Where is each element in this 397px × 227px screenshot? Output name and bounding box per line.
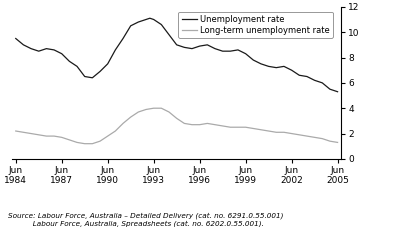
Line: Long-term unemployment rate: Long-term unemployment rate xyxy=(16,108,337,144)
Long-term unemployment rate xyxy=(281,131,286,134)
Unemployment rate xyxy=(59,52,64,55)
Unemployment rate xyxy=(182,46,187,49)
Unemployment rate xyxy=(82,75,87,78)
Unemployment rate xyxy=(147,17,152,20)
Unemployment rate xyxy=(136,21,141,23)
Unemployment rate xyxy=(98,70,102,73)
Line: Unemployment rate: Unemployment rate xyxy=(16,18,337,92)
Long-term unemployment rate xyxy=(312,136,317,139)
Unemployment rate xyxy=(121,37,125,40)
Unemployment rate xyxy=(105,62,110,65)
Unemployment rate xyxy=(320,81,325,84)
Unemployment rate xyxy=(289,69,294,72)
Unemployment rate xyxy=(312,79,317,82)
Long-term unemployment rate xyxy=(190,123,195,126)
Unemployment rate xyxy=(144,18,148,21)
Unemployment rate xyxy=(75,65,79,68)
Long-term unemployment rate xyxy=(105,135,110,137)
Unemployment rate xyxy=(304,75,309,78)
Long-term unemployment rate xyxy=(113,130,118,132)
Unemployment rate xyxy=(205,44,210,46)
Unemployment rate xyxy=(167,33,172,36)
Long-term unemployment rate xyxy=(197,123,202,126)
Long-term unemployment rate xyxy=(258,128,263,131)
Legend: Unemployment rate, Long-term unemployment rate: Unemployment rate, Long-term unemploymen… xyxy=(178,12,333,38)
Unemployment rate xyxy=(228,50,233,52)
Long-term unemployment rate xyxy=(136,111,141,113)
Long-term unemployment rate xyxy=(213,123,218,126)
Long-term unemployment rate xyxy=(274,131,279,134)
Long-term unemployment rate xyxy=(151,107,156,110)
Unemployment rate xyxy=(159,23,164,26)
Unemployment rate xyxy=(220,50,225,52)
Long-term unemployment rate xyxy=(67,138,72,141)
Long-term unemployment rate xyxy=(289,132,294,135)
Long-term unemployment rate xyxy=(251,127,256,130)
Long-term unemployment rate xyxy=(75,141,79,144)
Long-term unemployment rate xyxy=(98,140,102,143)
Unemployment rate xyxy=(251,59,256,61)
Unemployment rate xyxy=(21,44,26,46)
Unemployment rate xyxy=(128,25,133,27)
Unemployment rate xyxy=(274,66,279,69)
Long-term unemployment rate xyxy=(167,111,172,113)
Long-term unemployment rate xyxy=(328,140,332,143)
Long-term unemployment rate xyxy=(144,108,148,111)
Long-term unemployment rate xyxy=(128,116,133,118)
Unemployment rate xyxy=(13,37,18,40)
Unemployment rate xyxy=(258,62,263,65)
Text: Source: Labour Force, Australia – Detailed Delivery (cat. no. 6291.0.55.001)
   : Source: Labour Force, Australia – Detail… xyxy=(8,213,283,227)
Long-term unemployment rate xyxy=(82,142,87,145)
Long-term unemployment rate xyxy=(159,107,164,110)
Long-term unemployment rate xyxy=(44,135,49,137)
Unemployment rate xyxy=(113,49,118,51)
Long-term unemployment rate xyxy=(235,126,240,128)
Unemployment rate xyxy=(190,47,195,50)
Text: %: % xyxy=(376,0,385,1)
Long-term unemployment rate xyxy=(90,142,95,145)
Long-term unemployment rate xyxy=(13,130,18,132)
Long-term unemployment rate xyxy=(320,137,325,140)
Long-term unemployment rate xyxy=(220,125,225,127)
Unemployment rate xyxy=(29,47,33,50)
Long-term unemployment rate xyxy=(205,122,210,125)
Unemployment rate xyxy=(266,65,271,68)
Unemployment rate xyxy=(213,47,218,50)
Unemployment rate xyxy=(44,47,49,50)
Unemployment rate xyxy=(67,60,72,63)
Long-term unemployment rate xyxy=(266,130,271,132)
Unemployment rate xyxy=(335,90,340,93)
Unemployment rate xyxy=(52,49,56,51)
Long-term unemployment rate xyxy=(121,122,125,125)
Long-term unemployment rate xyxy=(37,133,41,136)
Long-term unemployment rate xyxy=(297,133,302,136)
Unemployment rate xyxy=(243,52,248,55)
Long-term unemployment rate xyxy=(182,122,187,125)
Long-term unemployment rate xyxy=(174,117,179,120)
Long-term unemployment rate xyxy=(29,132,33,135)
Unemployment rate xyxy=(197,45,202,47)
Long-term unemployment rate xyxy=(21,131,26,134)
Unemployment rate xyxy=(37,50,41,52)
Long-term unemployment rate xyxy=(52,135,56,137)
Unemployment rate xyxy=(174,44,179,46)
Unemployment rate xyxy=(90,76,95,79)
Unemployment rate xyxy=(281,65,286,68)
Long-term unemployment rate xyxy=(304,135,309,137)
Unemployment rate xyxy=(235,49,240,51)
Unemployment rate xyxy=(151,18,156,21)
Long-term unemployment rate xyxy=(243,126,248,128)
Long-term unemployment rate xyxy=(335,141,340,144)
Long-term unemployment rate xyxy=(228,126,233,128)
Unemployment rate xyxy=(328,88,332,91)
Unemployment rate xyxy=(297,74,302,77)
Long-term unemployment rate xyxy=(59,136,64,139)
